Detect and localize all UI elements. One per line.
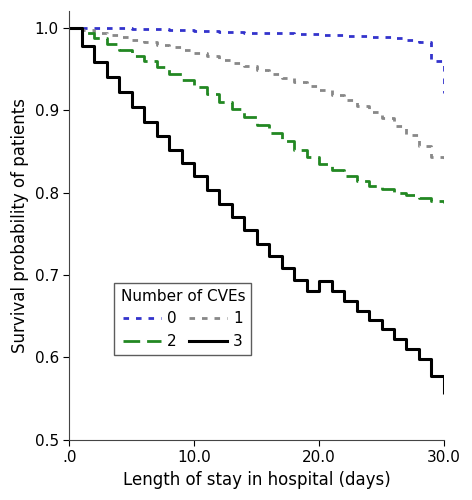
X-axis label: Length of stay in hospital (days): Length of stay in hospital (days) bbox=[123, 471, 390, 489]
Y-axis label: Survival probability of patients: Survival probability of patients bbox=[11, 98, 29, 353]
Legend: 0, 2, 1, 3: 0, 2, 1, 3 bbox=[114, 282, 251, 355]
